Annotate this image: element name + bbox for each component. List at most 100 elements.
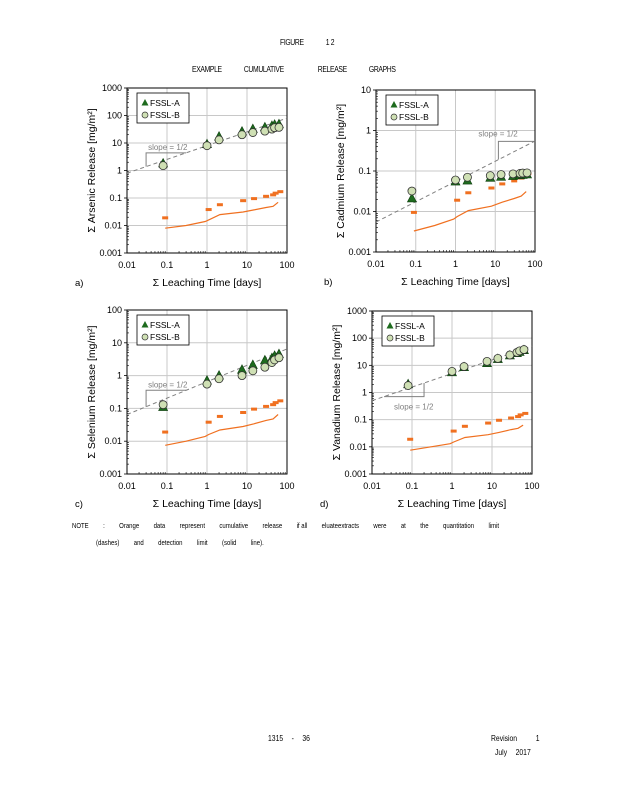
quantitation-limit-dash [270,193,277,197]
plot-frame [126,87,288,254]
quantitation-limit-dash [277,190,284,194]
fssl-b-point [202,379,212,389]
note-word: : [103,521,105,530]
x-tick-label: 1 [453,259,458,269]
revision-label: Revision [491,734,518,743]
legend-triangle-icon [390,101,398,108]
quantitation-limit-dash [515,415,522,419]
fssl-b-point [403,381,413,390]
fssl-b-point [407,186,417,196]
page-number-part: 1315 [268,734,284,743]
quantitation-limit-dash [410,210,417,214]
note-line-2: (dashes) and detection limit (solid line). [96,538,278,547]
y-tick-label: 100 [107,305,122,315]
y-tick-label: 0.001 [344,469,367,479]
panel-label: b) [324,277,332,288]
quantitation-limit-dash [263,194,270,198]
legend-triangle-icon [386,322,394,329]
fssl-b-point [202,141,212,151]
fssl-b-point [237,130,247,140]
y-tick-label: 0.1 [354,415,367,425]
fssl-b-point [459,362,469,371]
fssl-b-point [214,135,224,145]
y-axis-label: Σ Selenium Release [mg/m²] [86,325,98,458]
x-tick-label: 1 [204,481,209,491]
panel-label: c) [75,499,83,510]
slope-triangle [145,389,187,407]
note-word: at [400,521,406,530]
x-tick-label: 100 [279,260,294,270]
y-tick-label: 0.001 [99,469,122,479]
legend: FSSL-A FSSL-B [381,315,435,347]
x-tick-label: 0.01 [118,481,136,491]
quantitation-limit-dash [499,182,506,186]
y-tick-label: 1000 [347,306,367,316]
x-tick-label: 0.01 [367,259,385,269]
y-axis-label: Σ Vanadium Release [mg/m²] [331,324,343,460]
slope-annotation: slope = 1/2 [394,403,434,412]
subtitle-word: CUMULATIVE [243,65,284,74]
revision-month: July [495,748,508,757]
legend-circle-icon [386,334,394,342]
legend-triangle-icon [141,321,149,328]
quantitation-limit-dash [407,437,414,441]
fssl-b-point [248,128,258,137]
fssl-b-point [158,161,168,171]
x-tick-label: 0.1 [409,259,422,269]
x-tick-label: 10 [490,259,500,269]
x-tick-label: 100 [279,481,294,491]
detection-limit-line [165,201,279,229]
chart-panel-d: 0.01 0.1 1 10 100 0.001 0.01 0.1 1 10 100 1000 Σ Lea… [320,306,540,510]
subtitle-word: GRAPHS [368,65,396,74]
detection-limit-line [410,424,524,451]
quantitation-limit-dash [216,203,223,207]
note-word: NOTE [72,521,89,530]
y-tick-label: 0.01 [104,436,122,446]
quantitation-limit-dash [517,413,524,417]
y-tick-label: 1000 [102,83,122,93]
quantitation-limit-dash [511,179,518,183]
note-word: line). [250,538,264,547]
quantitation-limit-dash [240,410,247,414]
y-tick-label: 0.01 [349,442,367,452]
quantitation-limit-dash [508,416,515,420]
legend-label: FSSL-A [150,320,180,330]
quantitation-limit-dash [205,420,212,424]
note-word: were [373,521,387,530]
slope-triangle [145,152,187,167]
legend-label: FSSL-B [399,112,429,122]
figure-subtitle: EXAMPLE CUMULATIVE RELEASE GRAPHS [192,65,418,74]
x-tick-label: 0.1 [161,481,174,491]
fssl-b-point [274,122,284,132]
quantitation-limit-dash [496,418,503,422]
fssl-b-point [496,170,506,179]
quantitation-limit-dash [272,401,279,405]
quantitation-limit-dash [485,421,492,425]
y-tick-label: 0.001 [99,248,122,258]
fssl-b-point [248,366,258,376]
y-tick-label: 10 [112,138,122,148]
x-tick-label: 0.01 [363,481,381,491]
legend-label: FSSL-A [150,98,180,108]
slope-annotation: slope = 1/2 [148,380,188,389]
slope-triangle [384,383,425,398]
legend-label: FSSL-B [395,333,425,343]
x-tick-label: 100 [524,481,539,491]
quantitation-limit-dash [251,197,258,201]
subtitle-word: RELEASE [317,65,347,74]
plot-frame [371,310,533,475]
y-tick-label: 0.1 [109,193,122,203]
quantitation-limit-dash [263,404,270,408]
note-word: and [133,538,144,547]
legend-label: FSSL-B [150,110,180,120]
fssl-b-point [519,345,529,354]
quantitation-limit-dash [522,411,529,415]
x-axis-label: Σ Leaching Time [days] [401,276,510,288]
y-axis-label: Σ Cadmium Release [mg/m²] [335,104,347,238]
note-word: data [153,521,166,530]
note-word: Orange [119,521,140,530]
quantitation-limit-dash [488,186,495,190]
subtitle-word: EXAMPLE [192,65,222,74]
fssl-b-point [463,172,472,182]
